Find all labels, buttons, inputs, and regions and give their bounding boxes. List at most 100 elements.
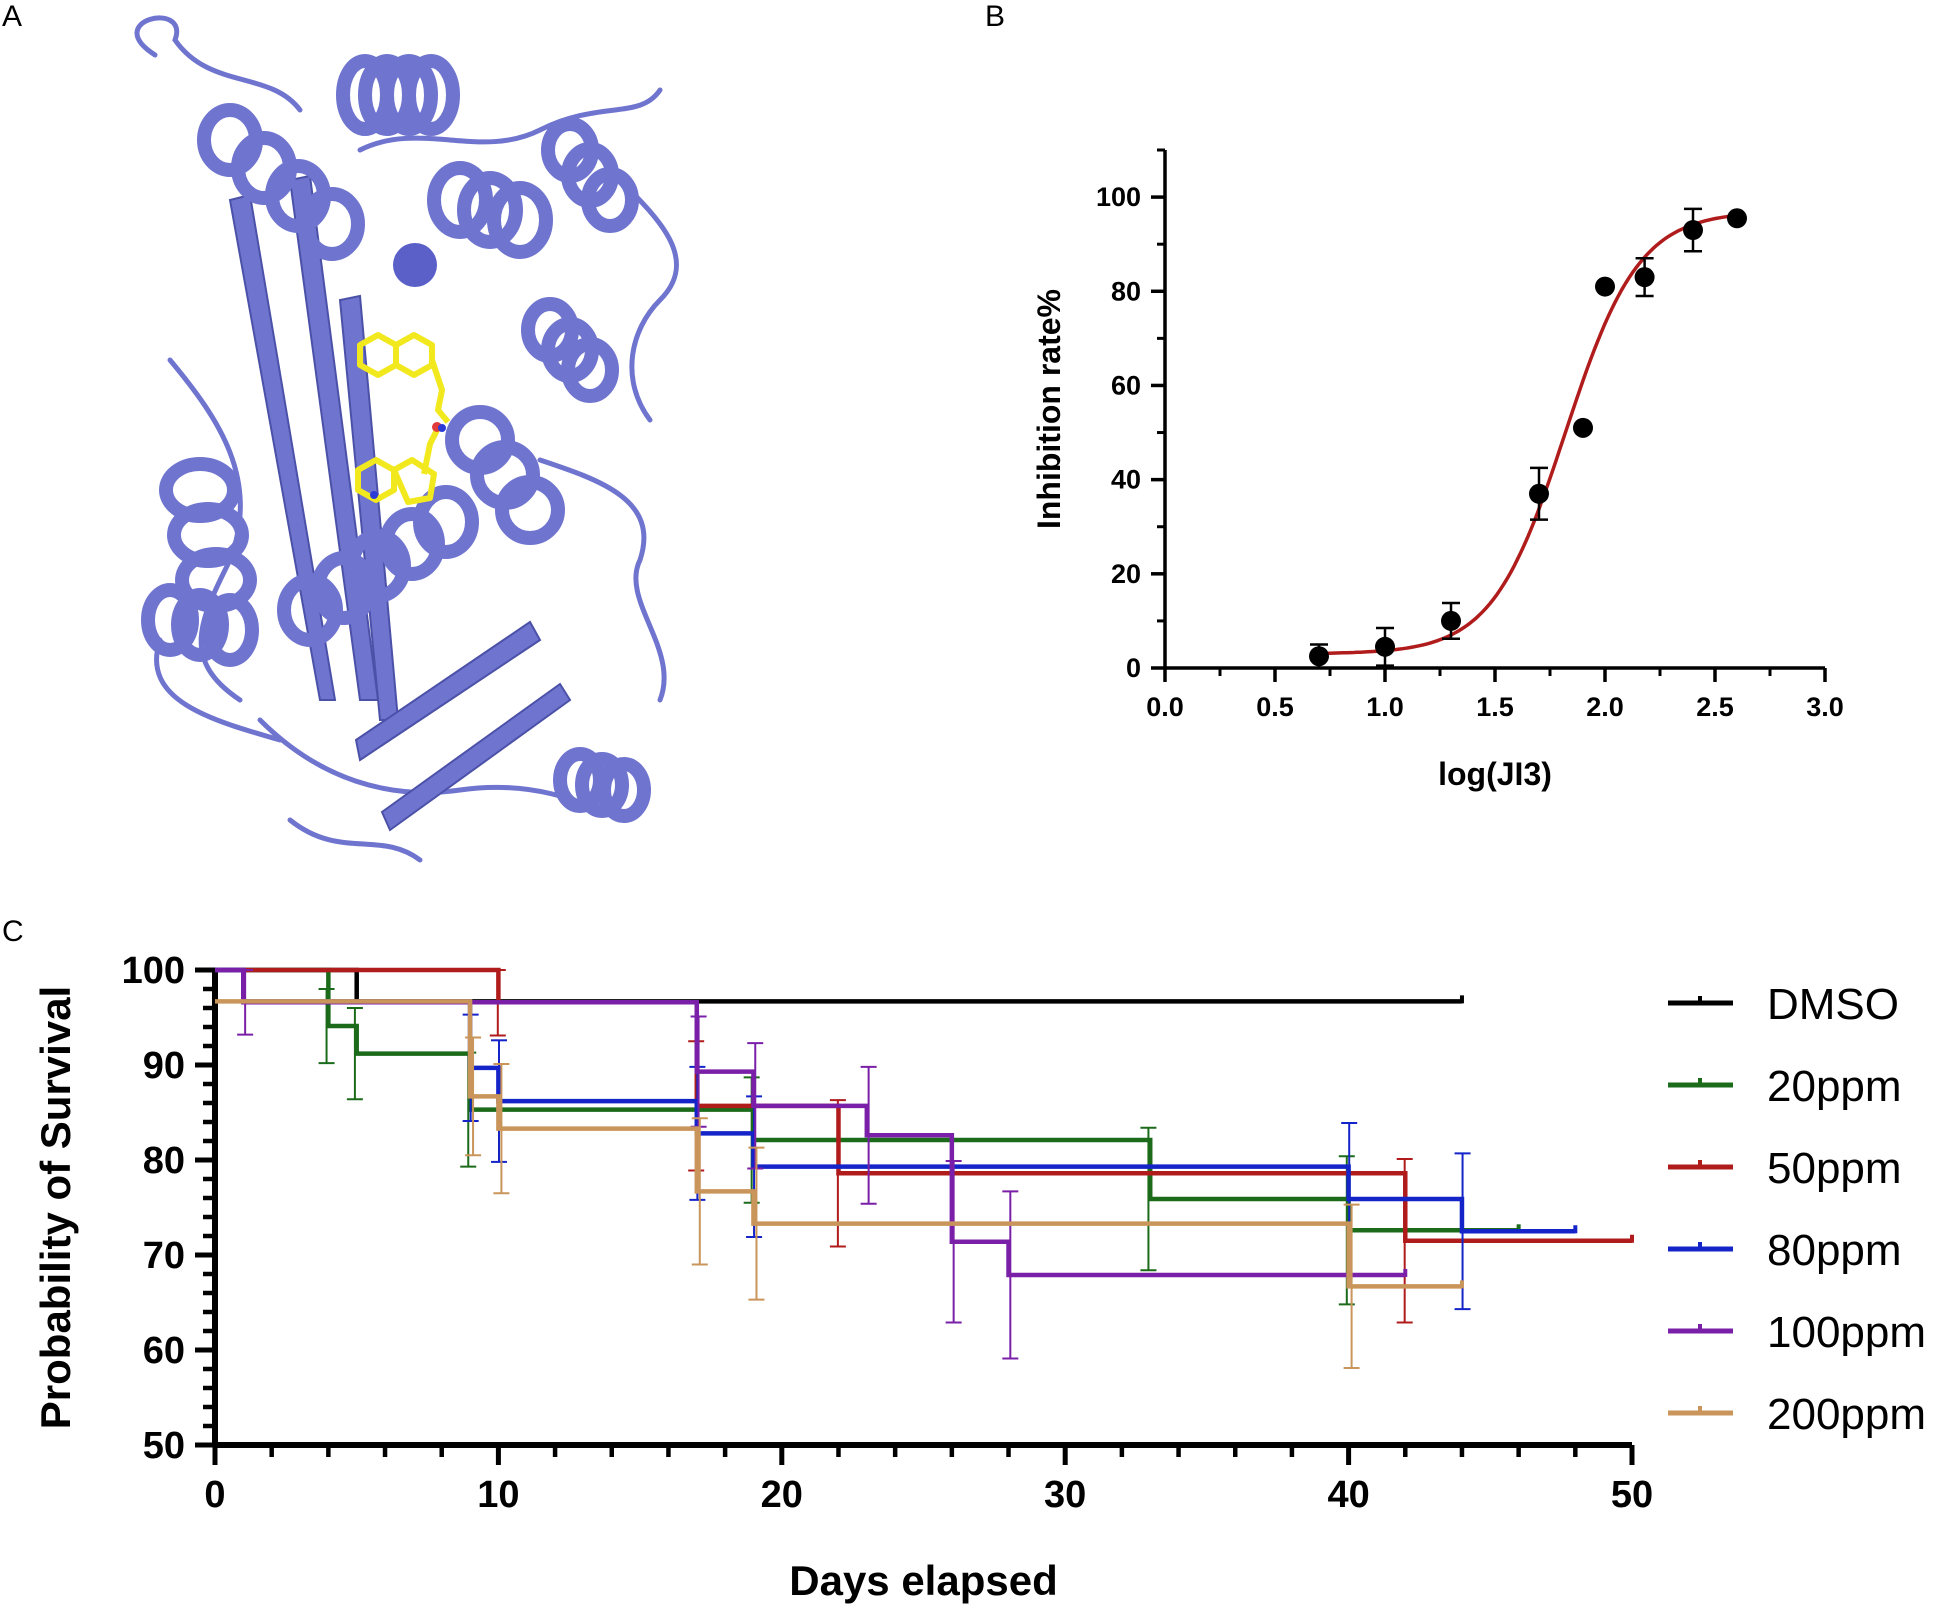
helix-mid-right — [521, 297, 619, 403]
helix-bottom-right-turn — [575, 752, 629, 818]
y-tick-label: 80 — [1111, 276, 1141, 306]
helix-right-turn — [581, 167, 639, 233]
series-200ppm — [215, 999, 1464, 1370]
helix-upper-right-turn — [457, 171, 523, 249]
legend-item-20ppm: 20ppm — [1668, 1062, 1902, 1111]
ligand-bond-4 — [391, 457, 437, 505]
y-tick-label: 20 — [1111, 559, 1141, 589]
x-axis-title: log(JI3) — [1438, 756, 1552, 792]
legend-label: 80ppm — [1767, 1226, 1902, 1275]
x-tick-label: 20 — [761, 1474, 803, 1516]
survival-line — [215, 967, 1576, 1234]
survival-line — [215, 967, 1406, 1278]
y-tick-label: 50 — [143, 1425, 185, 1467]
legend-label: DMSO — [1767, 980, 1899, 1029]
x-axis-title: Days elapsed — [789, 1557, 1058, 1604]
y-tick-label: 0 — [1126, 653, 1141, 683]
series-DMSO — [215, 967, 1464, 1004]
helix-bottom-right-turn — [597, 757, 651, 823]
y-axis-title: Probability of Survival — [32, 986, 79, 1429]
x-tick-label: 10 — [477, 1474, 519, 1516]
x-tick-label: 2.5 — [1696, 692, 1734, 722]
helix-lower-turn — [413, 485, 479, 559]
data-point — [1634, 267, 1655, 288]
helix-center-turn — [495, 475, 565, 545]
helix-lower — [277, 485, 479, 647]
y-tick-label: 60 — [1111, 370, 1141, 400]
loop-3 — [617, 177, 680, 423]
nitrogen-atom — [438, 424, 446, 432]
helix-upper-right — [427, 161, 553, 259]
x-tick-label: 1.0 — [1366, 692, 1404, 722]
helix-top-turn — [380, 54, 438, 136]
helix-upper-left-turn — [299, 187, 365, 261]
y-tick-label: 40 — [1111, 465, 1141, 495]
helix-lower-left — [141, 583, 259, 667]
x-tick-label: 2.0 — [1586, 692, 1624, 722]
x-tick-label: 50 — [1611, 1474, 1653, 1516]
helix-center — [445, 405, 565, 545]
survival-line — [215, 967, 1519, 1233]
y-tick-label: 80 — [143, 1140, 185, 1182]
legend-item-80ppm: 80ppm — [1668, 1226, 1902, 1275]
x-tick-label: 30 — [1044, 1474, 1086, 1516]
x-tick-label: 0 — [204, 1474, 225, 1516]
helix-lower-left-turn — [141, 583, 199, 657]
legend-label: 100ppm — [1767, 1308, 1926, 1357]
legend-item-50ppm: 50ppm — [1668, 1144, 1902, 1193]
legend-label: 50ppm — [1767, 1144, 1902, 1193]
helix-right — [541, 117, 639, 233]
x-tick-label: 40 — [1327, 1474, 1369, 1516]
data-point — [1573, 417, 1593, 438]
data-point — [1375, 636, 1395, 657]
nitrogen-atom — [370, 491, 378, 499]
helix-top-turn — [402, 54, 460, 136]
panel-label-a: A — [2, 0, 23, 33]
data-point — [1309, 646, 1329, 667]
data-point — [1683, 220, 1703, 241]
protein-ribbon — [134, 15, 680, 863]
y-axis-title: Inhibition rate% — [1031, 289, 1067, 529]
loop-4 — [537, 457, 667, 703]
legend-label: 20ppm — [1767, 1062, 1902, 1111]
helix-upper-left — [197, 103, 365, 261]
y-tick-label: 70 — [143, 1235, 185, 1277]
metal-ion-sphere — [393, 243, 437, 287]
ligand-molecule — [355, 332, 451, 505]
y-tick-label: 100 — [122, 950, 185, 992]
x-tick-label: 0.0 — [1146, 692, 1184, 722]
panel-label-c: C — [2, 915, 24, 948]
legend-item-DMSO: DMSO — [1668, 980, 1899, 1029]
beta-strand-4 — [380, 682, 572, 832]
ligand-bond-2 — [429, 359, 451, 424]
series-100ppm — [215, 967, 1408, 1360]
data-point — [1595, 276, 1615, 297]
y-tick-label: 60 — [143, 1330, 185, 1372]
legend-item-100ppm: 100ppm — [1668, 1308, 1926, 1357]
helix-lower-left-turn — [171, 588, 229, 662]
data-point — [1727, 208, 1747, 229]
loop-2 — [357, 87, 663, 153]
helix-lower-left-turn — [201, 593, 259, 667]
x-tick-label: 1.5 — [1476, 692, 1514, 722]
helix-mid-right-turn — [561, 337, 619, 403]
loop-6 — [287, 817, 423, 863]
helix-upper-right-turn — [427, 161, 493, 239]
y-tick-label: 90 — [143, 1045, 185, 1087]
series-50ppm — [215, 967, 1634, 1324]
x-tick-label: 3.0 — [1806, 692, 1844, 722]
survival-line — [215, 967, 1462, 1004]
panel-label-b: B — [985, 0, 1006, 33]
loop-7 — [154, 637, 283, 743]
legend-item-200ppm: 200ppm — [1668, 1390, 1926, 1439]
ligand-bond-3 — [355, 457, 397, 503]
helix-upper-right-turn — [487, 181, 553, 259]
y-tick-label: 100 — [1096, 182, 1141, 212]
x-tick-label: 0.5 — [1256, 692, 1294, 722]
survival-line — [215, 999, 1462, 1289]
data-point — [1441, 610, 1461, 631]
loop-0 — [134, 15, 303, 113]
legend-label: 200ppm — [1767, 1390, 1926, 1439]
